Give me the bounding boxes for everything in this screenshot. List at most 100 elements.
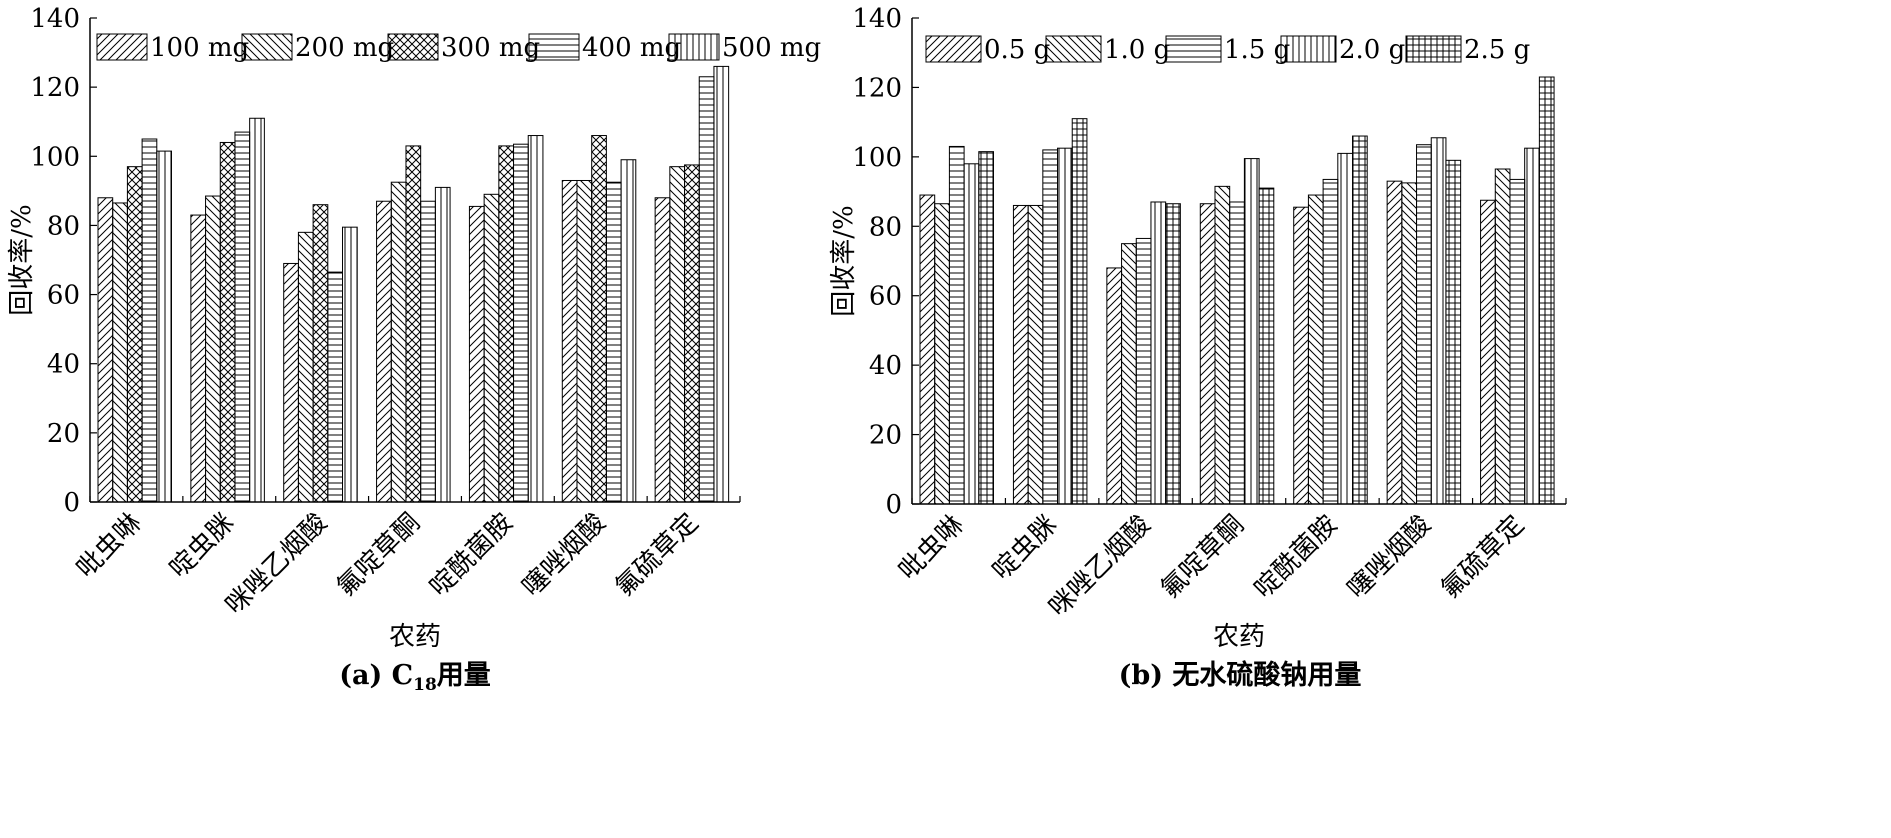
- legend-swatch: [925, 35, 982, 63]
- y-tick-label: 60: [47, 281, 80, 311]
- bar-p1-s3-c3: [1243, 158, 1260, 505]
- bar-p1-s1-c6: [1494, 168, 1511, 505]
- bar-p1-s1-c4: [1307, 194, 1324, 505]
- y-tick-label: 140: [852, 4, 902, 34]
- bar-p1-s3-c5: [1430, 137, 1447, 505]
- bar-p1-s2-c0: [948, 145, 965, 505]
- bar-p0-s1-c1: [205, 195, 221, 503]
- bar-p1-s0-c5: [1386, 180, 1403, 505]
- bar-p1-s1-c3: [1214, 185, 1231, 505]
- x-category-label: 啶酰菌胺: [1249, 510, 1344, 605]
- y-tick-label: 120: [30, 73, 80, 103]
- legend-label: 200 mg: [295, 33, 394, 63]
- bar-p1-s1-c5: [1401, 182, 1418, 505]
- bar-p0-s3-c6: [698, 76, 715, 503]
- bar-p0-s0-c2: [283, 262, 299, 503]
- bar-p1-s4-c1: [1071, 118, 1088, 505]
- chart-caption: (b) 无水硫酸钠用量: [1119, 659, 1362, 691]
- caption-main: (a) C: [339, 660, 413, 691]
- bar-p1-s2-c6: [1509, 178, 1526, 505]
- bar-p1-s3-c1: [1057, 147, 1073, 505]
- bar-p1-s4-c5: [1445, 159, 1462, 505]
- legend-label: 500 mg: [722, 33, 821, 63]
- x-category-label: 噻唑烟酸: [517, 508, 612, 603]
- bar-p0-s3-c0: [141, 138, 158, 503]
- bar-p0-s1-c2: [297, 231, 314, 503]
- legend-swatch: [668, 33, 720, 61]
- legend-label: 300 mg: [441, 33, 540, 63]
- bar-p0-s2-c5: [591, 135, 607, 503]
- legend-swatch: [387, 33, 439, 61]
- legend-swatch: [96, 33, 148, 61]
- legend-label: 2.0 g: [1339, 35, 1405, 65]
- bar-p1-s2-c3: [1229, 201, 1245, 505]
- bar-p0-s1-c0: [112, 202, 128, 503]
- y-tick-label: 100: [852, 143, 902, 173]
- bar-p1-s0-c3: [1199, 203, 1216, 505]
- bar-p0-s0-c5: [561, 179, 578, 503]
- x-category-label: 氟硫草定: [610, 508, 705, 603]
- chart-panel-a: 0 20 40 60 80 100 120 140 吡虫啉 啶虫脒咪唑乙烟酸氟啶草酮啶酰菌胺噻唑烟…: [7, 4, 821, 695]
- x-category-label: 啶虫脒: [164, 508, 240, 584]
- y-tick-label: 40: [869, 351, 902, 381]
- x-category-label: 吡虫啉: [893, 510, 969, 586]
- bar-p0-s0-c0: [97, 197, 114, 503]
- legend-swatch: [528, 33, 580, 61]
- bar-p0-s3-c1: [234, 131, 251, 503]
- bar-p1-s3-c2: [1150, 201, 1167, 505]
- y-axis-title: 回收率/%: [829, 205, 859, 316]
- bar-p1-s2-c2: [1135, 237, 1152, 505]
- bar-p0-s4-c1: [249, 117, 265, 503]
- bar-p0-s4-c6: [713, 65, 730, 503]
- bar-p0-s2-c6: [684, 164, 700, 503]
- bar-p0-s3-c5: [605, 181, 622, 503]
- bar-p0-s3-c4: [513, 143, 529, 503]
- y-tick-label: 20: [47, 419, 80, 449]
- bar-p0-s1-c4: [483, 193, 500, 503]
- bar-p1-s4-c4: [1352, 135, 1368, 505]
- bar-p1-s2-c5: [1416, 144, 1432, 505]
- bar-p0-s2-c2: [312, 204, 329, 503]
- x-category-label: 氟硫草定: [1435, 510, 1530, 605]
- bar-p1-s0-c1: [1012, 204, 1029, 505]
- legend-swatch: [1165, 35, 1222, 63]
- legend-swatch: [241, 33, 293, 61]
- chart-panel-b: 0 20 40 60 80 100 120 140 吡虫啉 啶虫脒咪唑乙烟酸氟啶草酮啶酰菌胺噻唑烟…: [829, 4, 1567, 691]
- bar-p1-s3-c0: [963, 163, 980, 505]
- bar-p0-s4-c2: [342, 226, 358, 503]
- legend-label: 0.5 g: [984, 35, 1050, 65]
- y-tick-label: 0: [63, 488, 80, 518]
- bar-p0-s2-c3: [405, 145, 422, 503]
- bar-p0-s4-c5: [620, 159, 637, 503]
- bar-p1-s2-c1: [1042, 149, 1059, 505]
- legend-swatch: [1045, 35, 1102, 63]
- y-tick-label: 60: [869, 282, 902, 312]
- bar-p1-s4-c3: [1258, 187, 1275, 505]
- x-category-label: 吡虫啉: [71, 508, 147, 584]
- bar-p0-s1-c5: [576, 179, 593, 503]
- bar-p1-s1-c1: [1027, 204, 1044, 505]
- caption-main: (b) 无水硫酸钠用量: [1119, 659, 1362, 691]
- x-category-label: 氟啶草酮: [331, 508, 426, 603]
- bar-p0-s2-c4: [498, 145, 515, 503]
- x-axis-title: 农药: [1213, 622, 1265, 652]
- bar-p1-s4-c2: [1165, 203, 1181, 505]
- y-tick-label: 20: [869, 421, 902, 451]
- caption-subscript: 18: [413, 675, 437, 695]
- x-category-label: 咪唑乙烟酸: [220, 508, 333, 621]
- bar-p1-s1-c0: [934, 203, 950, 505]
- y-tick-label: 100: [30, 142, 80, 172]
- y-tick-label: 40: [47, 350, 80, 380]
- bar-p0-s3-c2: [327, 271, 344, 503]
- bar-p1-s1-c2: [1121, 243, 1137, 505]
- caption-suffix: 用量: [437, 660, 491, 691]
- chart-caption: (a) C18用量: [339, 660, 491, 695]
- bar-p1-s3-c4: [1337, 152, 1354, 505]
- bar-p0-s4-c0: [156, 150, 173, 503]
- legend-label: 400 mg: [582, 33, 681, 63]
- x-category-label: 啶虫脒: [987, 510, 1063, 586]
- bar-p0-s4-c3: [434, 186, 451, 503]
- legend-label: 2.5 g: [1464, 35, 1530, 65]
- bar-p0-s0-c1: [190, 214, 207, 503]
- y-tick-label: 120: [852, 73, 902, 103]
